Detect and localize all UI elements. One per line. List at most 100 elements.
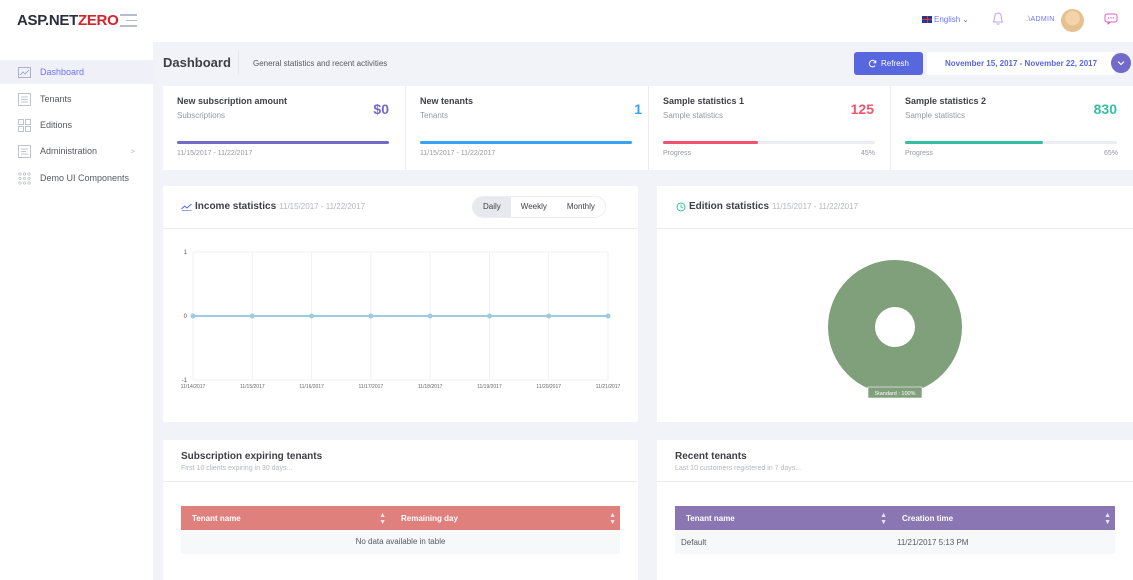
language-label: English bbox=[934, 15, 961, 24]
sidebar-item-label: Editions bbox=[40, 120, 73, 130]
logo[interactable]: ASP.NETZERO bbox=[17, 12, 119, 29]
sidebar: Dashboard Tenants Editions Administratio… bbox=[0, 42, 153, 580]
x-tick-label: 11/15/2017 bbox=[240, 384, 265, 390]
progress-bar bbox=[905, 141, 1117, 144]
y-tick-label: 1 bbox=[184, 250, 188, 256]
sort-icon: ▲ ▼ bbox=[880, 511, 887, 526]
sidebar-item-label: Tenants bbox=[40, 94, 72, 104]
income-statistics-portlet: Income statistics 11/15/2017 - 11/22/2017… bbox=[163, 186, 638, 422]
sidebar-item-tenants[interactable]: Tenants bbox=[0, 87, 153, 111]
portlet-title: Subscription expiring tenants bbox=[181, 451, 323, 462]
progress-bar bbox=[177, 141, 389, 144]
stats-row: New subscription amount Subscriptions $0… bbox=[163, 86, 1133, 170]
income-data-point bbox=[368, 313, 374, 319]
x-tick-label: 11/18/2017 bbox=[418, 384, 443, 390]
stat-value: $0 bbox=[373, 101, 389, 117]
sidebar-item-label: Dashboard bbox=[40, 67, 85, 77]
chart-line-icon bbox=[18, 66, 31, 78]
grid-icon bbox=[18, 118, 31, 132]
chevron-down-icon bbox=[1117, 61, 1125, 66]
income-line-chart: 1 0 -111/14/2017 11/15/2017 11/16/2017 11/17/… bbox=[181, 250, 621, 390]
income-data-point bbox=[605, 313, 611, 319]
clock-icon bbox=[676, 202, 686, 212]
sort-icon: ▲ ▼ bbox=[1104, 511, 1111, 526]
recent-tenants-table: Tenant name ▲ ▼ Creation time ▲ ▼ Default 11… bbox=[675, 506, 1115, 554]
donut-hole bbox=[875, 307, 915, 347]
portlet-description: Last 10 customers registered in 7 days..… bbox=[675, 465, 802, 472]
sort-icon: ▲ ▼ bbox=[379, 511, 386, 526]
slice-tooltip-box bbox=[867, 386, 923, 399]
table-header: Tenant name ▲ ▼ Remaining day ▲ ▼ bbox=[181, 506, 620, 530]
page-title: Dashboard bbox=[163, 55, 231, 70]
income-data-point bbox=[427, 313, 433, 319]
refresh-button[interactable]: Refresh bbox=[854, 52, 923, 75]
avatar[interactable] bbox=[1061, 9, 1084, 32]
income-title: Income statistics bbox=[195, 201, 277, 212]
progress-bar bbox=[420, 141, 632, 144]
column-label: Tenant name bbox=[192, 513, 241, 523]
top-header: ASP.NETZERO English ⌄ .\ADMIN bbox=[0, 0, 1133, 42]
progress-fill bbox=[420, 141, 632, 144]
recent-tenants-portlet: Recent tenants Last 10 customers registe… bbox=[657, 440, 1133, 580]
refresh-label: Refresh bbox=[880, 59, 909, 68]
stat-card-subscription: New subscription amount Subscriptions $0… bbox=[163, 86, 405, 170]
uk-flag-icon bbox=[922, 16, 932, 23]
sidebar-item-dashboard[interactable]: Dashboard bbox=[0, 60, 153, 84]
date-range-toggle[interactable] bbox=[1111, 53, 1131, 73]
column-creation-time[interactable]: Creation time ▲ ▼ bbox=[891, 511, 1115, 526]
sidebar-item-label: Administration bbox=[40, 146, 98, 156]
progress-fill bbox=[663, 141, 759, 144]
edition-range: 11/15/2017 - 11/22/2017 bbox=[772, 202, 859, 211]
language-selector[interactable]: English ⌄ bbox=[922, 15, 969, 24]
edition-donut-chart: Standard : 100% bbox=[828, 260, 962, 399]
column-remaining-day[interactable]: Remaining day ▲ ▼ bbox=[390, 511, 620, 526]
logo-suffix: ZERO bbox=[77, 12, 119, 29]
chat-icon[interactable] bbox=[1104, 13, 1118, 25]
x-tick-label: 11/20/2017 bbox=[536, 384, 561, 390]
chevron-down-icon: ⌄ bbox=[962, 15, 969, 24]
portlet-description: First 10 clients expiring in 30 days... bbox=[181, 465, 293, 472]
expiring-tenants-portlet: Subscription expiring tenants First 10 c… bbox=[163, 440, 638, 580]
portlet-title: Recent tenants bbox=[675, 451, 747, 462]
progress-bar bbox=[663, 141, 875, 144]
daily-button[interactable]: Daily bbox=[473, 197, 511, 217]
date-range-picker[interactable]: November 15, 2017 - November 22, 2017 bbox=[927, 52, 1115, 75]
stat-title: Sample statistics 1 bbox=[663, 96, 745, 106]
bell-icon[interactable] bbox=[992, 12, 1004, 26]
cell-creation-time: 11/21/2017 5:13 PM bbox=[897, 537, 969, 547]
user-name[interactable]: .\ADMIN bbox=[1026, 16, 1055, 23]
stat-title: New tenants bbox=[420, 96, 474, 106]
stat-title: Sample statistics 2 bbox=[905, 96, 987, 106]
stat-card-tenants: New tenants Tenants 1 11/15/2017 - 11/22… bbox=[405, 86, 648, 170]
column-tenant-name[interactable]: Tenant name ▲ ▼ bbox=[181, 511, 390, 526]
stat-footer: 11/15/2017 - 11/22/2017 bbox=[177, 150, 253, 157]
stat-subtitle: Sample statistics bbox=[663, 111, 724, 120]
empty-table-message: No data available in table bbox=[181, 530, 620, 554]
logo-prefix: ASP.NET bbox=[17, 12, 78, 29]
menu-toggle-icon[interactable] bbox=[120, 14, 137, 27]
table-row[interactable]: Default 11/21/2017 5:13 PM bbox=[675, 530, 1115, 554]
sidebar-item-label: Demo UI Components bbox=[40, 173, 130, 183]
stat-footer: Progress bbox=[663, 150, 692, 157]
cell-tenant-name: Default bbox=[681, 537, 707, 547]
chevron-right-icon: > bbox=[130, 146, 135, 156]
weekly-button[interactable]: Weekly bbox=[520, 202, 547, 211]
sidebar-item-editions[interactable]: Editions bbox=[0, 113, 153, 137]
x-tick-label: 11/19/2017 bbox=[477, 384, 502, 390]
column-tenant-name[interactable]: Tenant name ▲ ▼ bbox=[675, 511, 891, 526]
progress-fill bbox=[177, 141, 389, 144]
stat-card-sample-2: Sample statistics 2 Sample statistics 83… bbox=[890, 86, 1133, 170]
portlet-title: Income statistics 11/15/2017 - 11/22/2017 bbox=[195, 201, 365, 212]
divider bbox=[238, 51, 239, 75]
stat-subtitle: Subscriptions bbox=[177, 111, 226, 120]
chart-line-icon bbox=[181, 203, 192, 211]
sidebar-item-demo-ui-components[interactable]: Demo UI Components bbox=[0, 166, 153, 190]
stat-value: 830 bbox=[1093, 101, 1117, 117]
stat-title: New subscription amount bbox=[177, 96, 288, 106]
settings-icon bbox=[18, 144, 31, 158]
y-tick-label: 0 bbox=[184, 314, 188, 320]
progress-fill bbox=[905, 141, 1043, 144]
monthly-button[interactable]: Monthly bbox=[566, 202, 595, 211]
sidebar-item-administration[interactable]: Administration > bbox=[0, 139, 153, 163]
sort-icon: ▲ ▼ bbox=[609, 511, 616, 526]
